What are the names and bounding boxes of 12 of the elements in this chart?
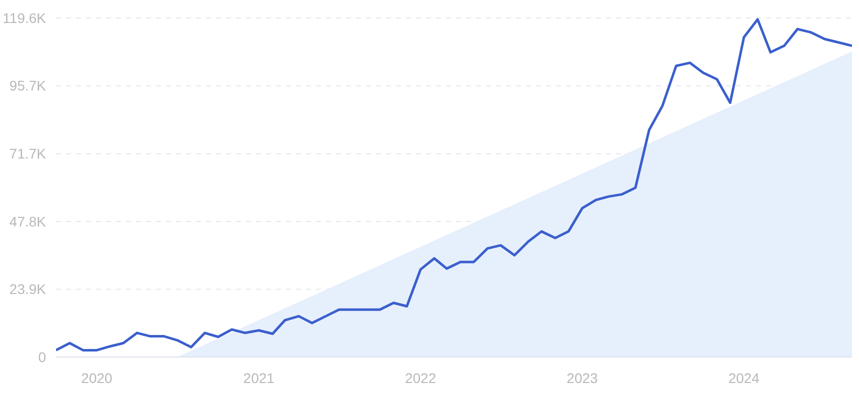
y-tick-label: 119.6K (2, 10, 47, 26)
y-tick-label: 71.7K (9, 146, 47, 162)
y-tick-label: 95.7K (9, 78, 47, 94)
x-tick-label: 2022 (404, 370, 436, 386)
x-tick-label: 2021 (243, 370, 275, 386)
y-tick-label: 47.8K (9, 213, 47, 230)
x-tick-label: 2024 (728, 370, 760, 386)
y-tick-label: 0 (38, 348, 46, 365)
y-tick-label: 23.9K (9, 281, 47, 298)
x-tick-label: 2023 (566, 370, 598, 386)
x-tick-label: 2020 (81, 370, 113, 386)
line-series (56, 18, 852, 352)
